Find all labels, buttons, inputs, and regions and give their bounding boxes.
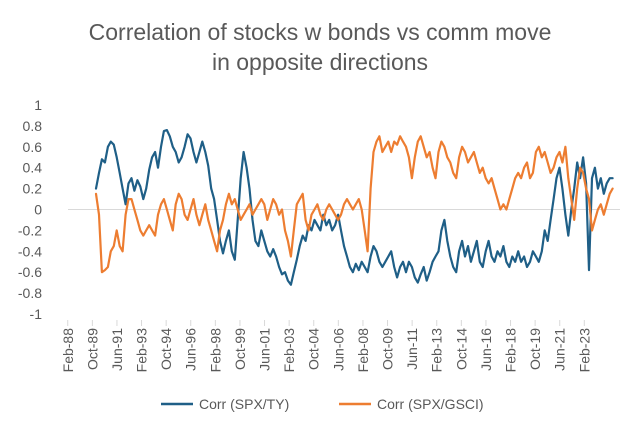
x-tick-label: Jun-16 xyxy=(478,328,494,371)
legend-label-spx-gsci: Corr (SPX/GSCI) xyxy=(377,396,484,412)
x-tick-label: Oct-09 xyxy=(380,328,396,370)
chart-title-line-2: in opposite directions xyxy=(212,49,428,75)
y-tick-label: 0.8 xyxy=(23,118,43,134)
x-tick-label: Feb-18 xyxy=(503,328,519,373)
y-tick-label: -0.2 xyxy=(18,222,42,238)
legend: Corr (SPX/TY) Corr (SPX/GSCI) xyxy=(161,396,484,412)
x-tick-label: Oct-89 xyxy=(84,328,100,370)
x-tick-label: Jun-01 xyxy=(257,328,273,371)
plot-area xyxy=(94,129,614,286)
series-line-spx-gsci xyxy=(94,135,614,274)
x-tick-label: Jun-11 xyxy=(404,328,420,370)
x-tick-label: Oct-14 xyxy=(453,328,469,370)
y-tick-label: 0.6 xyxy=(23,139,43,155)
y-tick-label: 0.2 xyxy=(23,181,43,197)
x-tick-label: Feb-13 xyxy=(429,328,445,373)
y-tick-label: 0.4 xyxy=(23,160,43,176)
y-tick-label: -0.4 xyxy=(18,243,42,259)
x-tick-label: Jun-21 xyxy=(552,328,568,371)
x-tick-label: Oct-94 xyxy=(158,328,174,370)
x-tick-label: Oct-19 xyxy=(527,328,543,370)
y-tick-label: 1 xyxy=(34,97,42,113)
legend-label-spx-ty: Corr (SPX/TY) xyxy=(199,396,289,412)
chart-title-line-1: Correlation of stocks w bonds vs comm mo… xyxy=(89,19,552,45)
x-tick-label: Oct-04 xyxy=(306,328,322,370)
x-tick-label: Jun-06 xyxy=(330,328,346,371)
y-axis: 1 0.8 0.6 0.4 0.2 0 -0.2 -0.4 -0.6 -0.8 -1 xyxy=(18,97,42,322)
x-tick-label: Feb-88 xyxy=(60,328,76,373)
x-tick-label: Oct-99 xyxy=(232,328,248,370)
x-tick-label: Feb-08 xyxy=(355,328,371,373)
x-tick-label: Jun-91 xyxy=(109,328,125,371)
x-tick-label: Jun-96 xyxy=(183,328,199,371)
y-tick-label: -1 xyxy=(30,306,43,322)
x-tick-label: Feb-93 xyxy=(134,328,150,373)
y-tick-label: -0.6 xyxy=(18,264,42,280)
x-tick-label: Feb-23 xyxy=(576,328,592,373)
x-tick-label: Feb-03 xyxy=(281,328,297,373)
x-axis: Feb-88 Oct-89 Jun-91 Feb-93 Oct-94 Jun-96 Feb-… xyxy=(60,209,620,373)
x-tick-label: Feb-98 xyxy=(207,328,223,373)
y-tick-label: 0 xyxy=(34,202,42,218)
y-tick-label: -0.8 xyxy=(18,285,42,301)
series-line-spx-ty xyxy=(94,129,614,286)
